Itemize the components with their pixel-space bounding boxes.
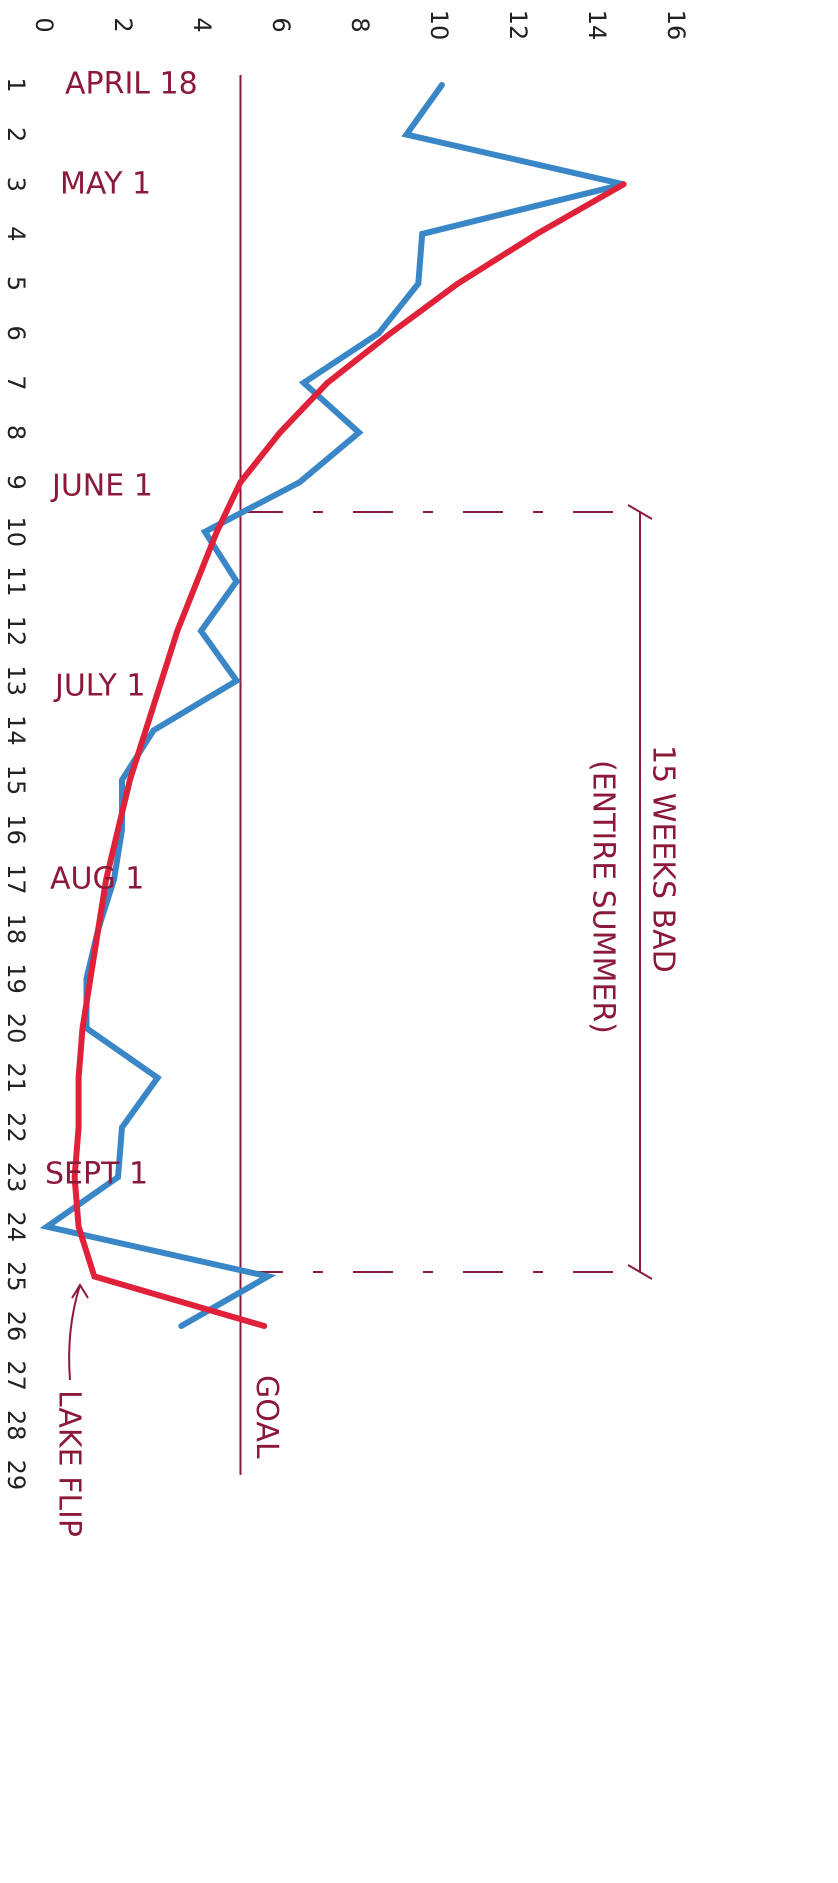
y-tick-label: 17 <box>2 864 30 895</box>
y-tick-label: 19 <box>2 963 30 994</box>
bracket-end <box>627 504 653 520</box>
bracket-end <box>627 1264 653 1280</box>
y-tick-label: 1 <box>2 77 30 92</box>
x-tick-label: 4 <box>188 17 216 32</box>
annotation: MAY 1 <box>60 167 151 202</box>
annotation: SEPT 1 <box>45 1157 148 1192</box>
y-tick-label: 29 <box>2 1460 30 1491</box>
annotation: JUNE 1 <box>50 469 153 504</box>
y-tick-label: 3 <box>2 177 30 192</box>
y-tick-label: 14 <box>2 715 30 746</box>
y-tick-label: 25 <box>2 1261 30 1292</box>
y-tick-label: 12 <box>2 616 30 647</box>
y-tick-label: 9 <box>2 474 30 489</box>
arrow-label: LAKE FLIP <box>52 1390 87 1537</box>
x-tick-label: 0 <box>30 17 58 32</box>
y-tick-label: 8 <box>2 425 30 440</box>
y-tick-label: 26 <box>2 1311 30 1342</box>
y-tick-label: 22 <box>2 1112 30 1143</box>
x-tick-label: 8 <box>346 17 374 32</box>
y-tick-label: 5 <box>2 276 30 291</box>
y-tick-label: 2 <box>2 127 30 142</box>
annotation: APRIL 18 <box>65 67 198 102</box>
series-line <box>39 82 625 1329</box>
annotation: AUG 1 <box>50 862 144 897</box>
bracket-label: 15 WEEKS BAD <box>646 745 681 973</box>
x-tick-label: 6 <box>267 17 295 32</box>
y-tick-label: 20 <box>2 1013 30 1044</box>
y-tick-label: 10 <box>2 516 30 547</box>
y-tick-label: 16 <box>2 814 30 845</box>
y-tick-label: 15 <box>2 765 30 796</box>
y-tick-label: 13 <box>2 665 30 696</box>
x-tick-label: 2 <box>109 17 137 32</box>
bracket <box>68 504 653 1381</box>
y-tick-label: 27 <box>2 1360 30 1391</box>
y-tick-label: 4 <box>2 226 30 241</box>
x-tick-label: 10 <box>425 10 453 41</box>
bracket-label: (ENTIRE SUMMER) <box>586 760 621 1034</box>
y-tick-label: 7 <box>2 375 30 390</box>
x-tick-label: 16 <box>662 10 690 41</box>
y-tick-label: 28 <box>2 1410 30 1441</box>
y-tick-label: 18 <box>2 914 30 945</box>
x-tick-label: 14 <box>583 10 611 41</box>
y-tick-label: 23 <box>2 1162 30 1193</box>
y-tick-label: 6 <box>2 326 30 341</box>
series-line <box>71 181 627 1329</box>
y-tick-label: 21 <box>2 1063 30 1094</box>
y-tick-label: 24 <box>2 1211 30 1242</box>
arrow <box>68 1283 89 1381</box>
x-tick-label: 12 <box>504 10 532 41</box>
annotation: JULY 1 <box>53 669 145 704</box>
y-tick-label: 11 <box>2 566 30 597</box>
goal-label: GOAL <box>249 1375 284 1459</box>
